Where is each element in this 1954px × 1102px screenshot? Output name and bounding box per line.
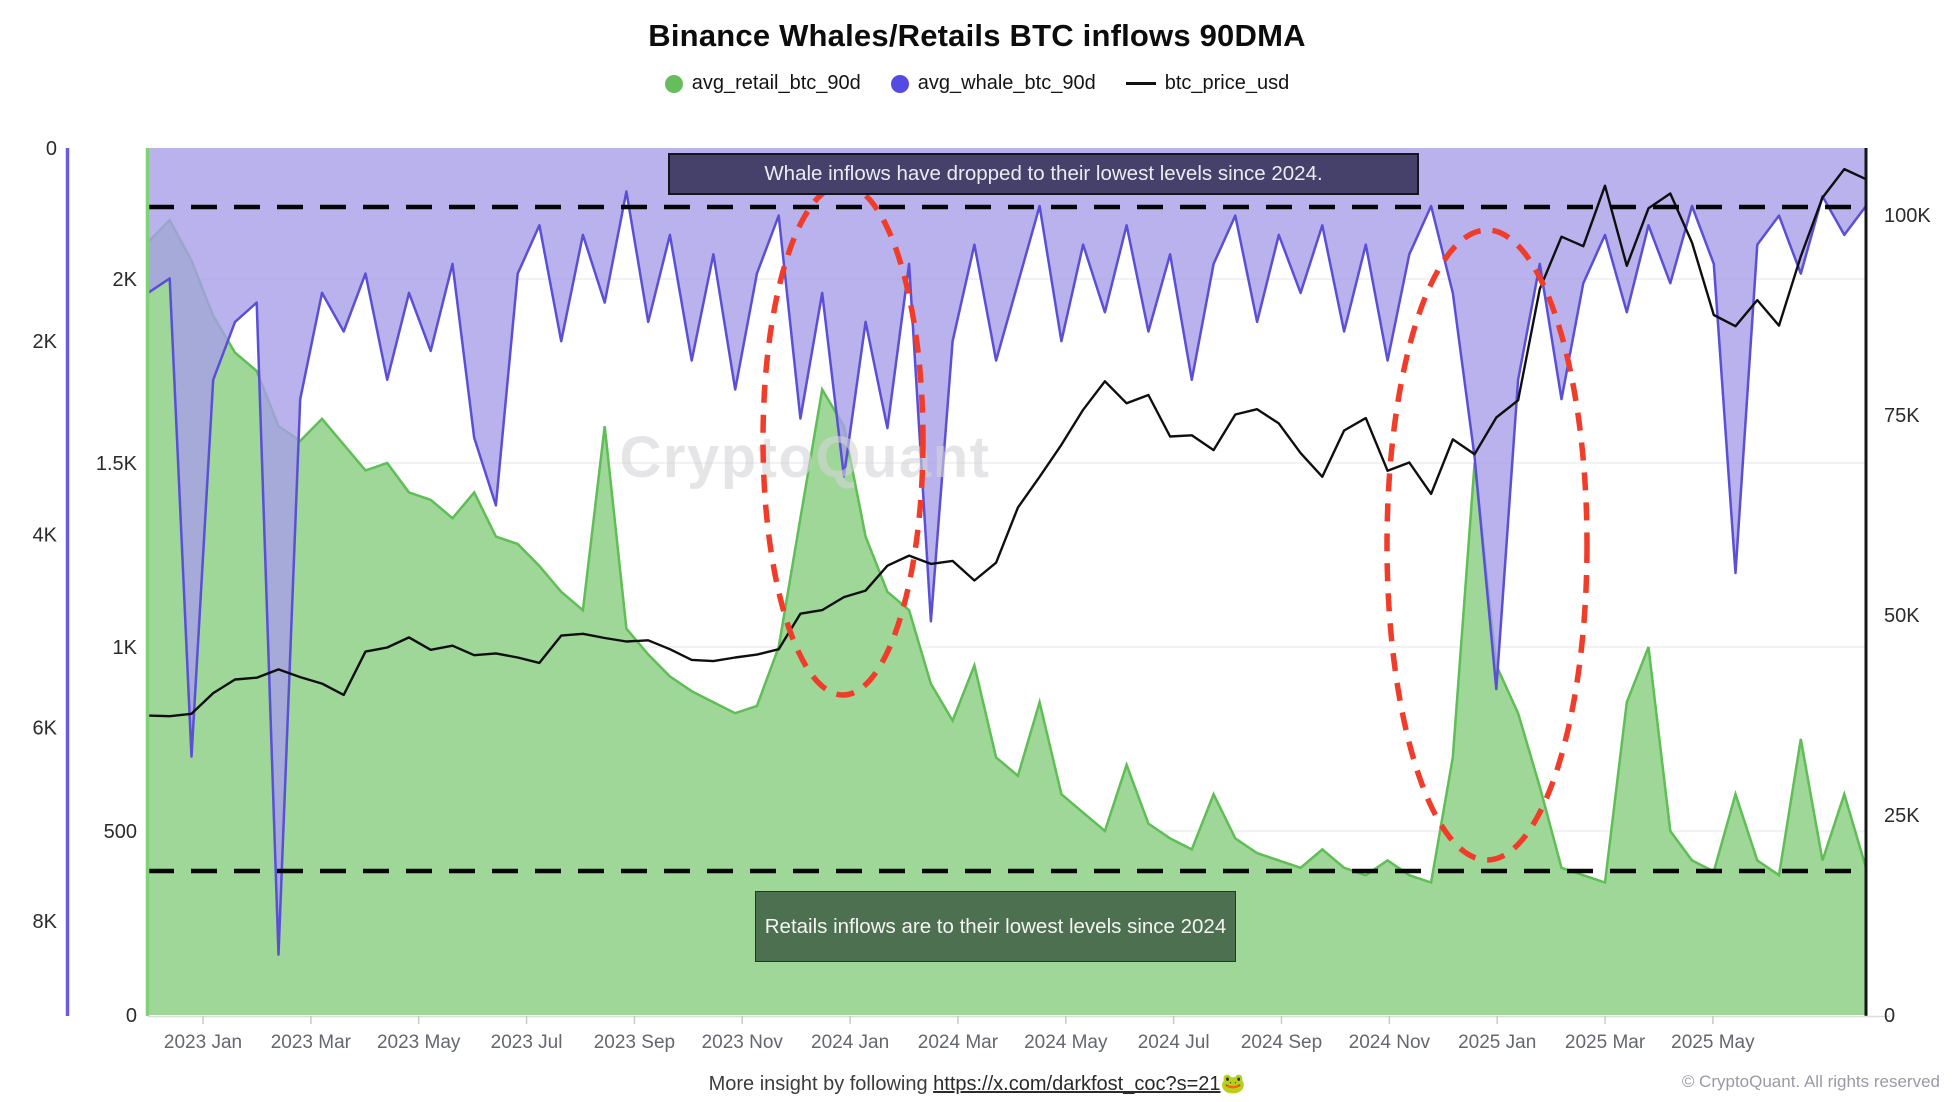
whale-annotation-text: Whale inflows have dropped to their lowe… (764, 162, 1323, 185)
x-axis-tick: 2024 Mar (918, 1032, 999, 1053)
retail-area (148, 220, 1866, 1016)
x-axis-tick: 2024 Jan (811, 1032, 889, 1053)
x-axis-tick: 2023 Mar (271, 1032, 352, 1053)
chart-title: Binance Whales/Retails BTC inflows 90DMA (648, 18, 1306, 53)
x-axis-tick: 2023 May (377, 1032, 461, 1053)
retail-axis-tick: 1.5K (96, 453, 138, 475)
whale-annotation-box: Whale inflows have dropped to their lowe… (668, 153, 1419, 195)
x-axis-tick: 2024 Nov (1349, 1032, 1431, 1053)
whale-line (147, 190, 1867, 956)
price-line (147, 167, 1867, 718)
retail-axis-tick: 1K (113, 637, 138, 659)
x-axis-tick: 2023 Nov (702, 1032, 784, 1053)
retail-axis-tick: 0 (126, 1005, 137, 1027)
legend-price-label: btc_price_usd (1164, 72, 1290, 94)
retail-annotation-box: Retails inflows are to their lowest leve… (755, 891, 1236, 962)
x-axis-tick: 2025 Mar (1565, 1032, 1646, 1053)
watermark: CryptoQuant (620, 425, 991, 490)
x-axis-tick: 2024 Sep (1241, 1032, 1322, 1053)
whale-area (148, 148, 1866, 955)
price-axis-tick: 75K (1884, 405, 1920, 427)
copyright-text: © CryptoQuant. All rights reserved (1681, 1072, 1940, 1091)
legend-whale-dot-icon (890, 74, 909, 93)
highlight-ellipse-late-2024 (1384, 227, 1590, 863)
whale-axis-tick: 6K (33, 718, 58, 740)
price-axis-tick: 25K (1884, 805, 1920, 827)
legend-retail-dot-icon (664, 74, 683, 93)
retail-line (147, 218, 1868, 885)
legend-item-price: btc_price_usd (1125, 72, 1290, 95)
footer: More insight by following https://x.com/… (0, 1071, 1954, 1096)
price-axis-tick: 0 (1884, 1005, 1895, 1027)
series-areas (147, 148, 1868, 1016)
x-axis-tick: 2025 Jan (1458, 1032, 1536, 1053)
retail-axis-tick: 2K (113, 269, 138, 291)
price-axis-tick: 50K (1884, 605, 1920, 627)
whale-axis-tick: 8K (33, 911, 58, 933)
retail-axis-tick: 500 (104, 821, 137, 843)
price-line-group (147, 167, 1867, 718)
price-axis-tick: 100K (1884, 205, 1931, 227)
footer-link[interactable]: https://x.com/darkfost_coc?s=21 (933, 1073, 1221, 1095)
x-axis-tick: 2024 May (1024, 1032, 1108, 1053)
legend-price-dash-icon (1125, 82, 1156, 85)
whale-axis-tick: 2K (33, 331, 58, 353)
footer-text: More insight by following (708, 1073, 934, 1095)
legend-item-whale: avg_whale_btc_90d (890, 72, 1096, 95)
whale-axis-tick: 4K (33, 524, 58, 546)
x-axis-tick: 2023 Jan (164, 1032, 242, 1053)
retail-annotation-text: Retails inflows are to their lowest leve… (764, 914, 1227, 938)
axis-ticks: 0 2K 4K 6K 8K 2K 1.5K 1K 500 0 100K 75K 50K 25K 0 2023 … (33, 138, 1932, 1053)
frog-emoji-icon: 🐸 (1220, 1073, 1246, 1095)
legend: avg_retail_btc_90d avg_whale_btc_90d btc… (0, 72, 1954, 95)
x-axis-tick: 2025 May (1671, 1032, 1755, 1053)
legend-retail-label: avg_retail_btc_90d (691, 72, 861, 94)
x-axis-tick: 2024 Jul (1138, 1032, 1210, 1053)
x-axis-tick: 2023 Jul (491, 1032, 563, 1053)
whale-axis-tick: 0 (46, 138, 57, 160)
x-axis-tick: 2023 Sep (594, 1032, 675, 1053)
legend-item-retail: avg_retail_btc_90d (664, 72, 861, 95)
legend-whale-label: avg_whale_btc_90d (917, 72, 1096, 94)
